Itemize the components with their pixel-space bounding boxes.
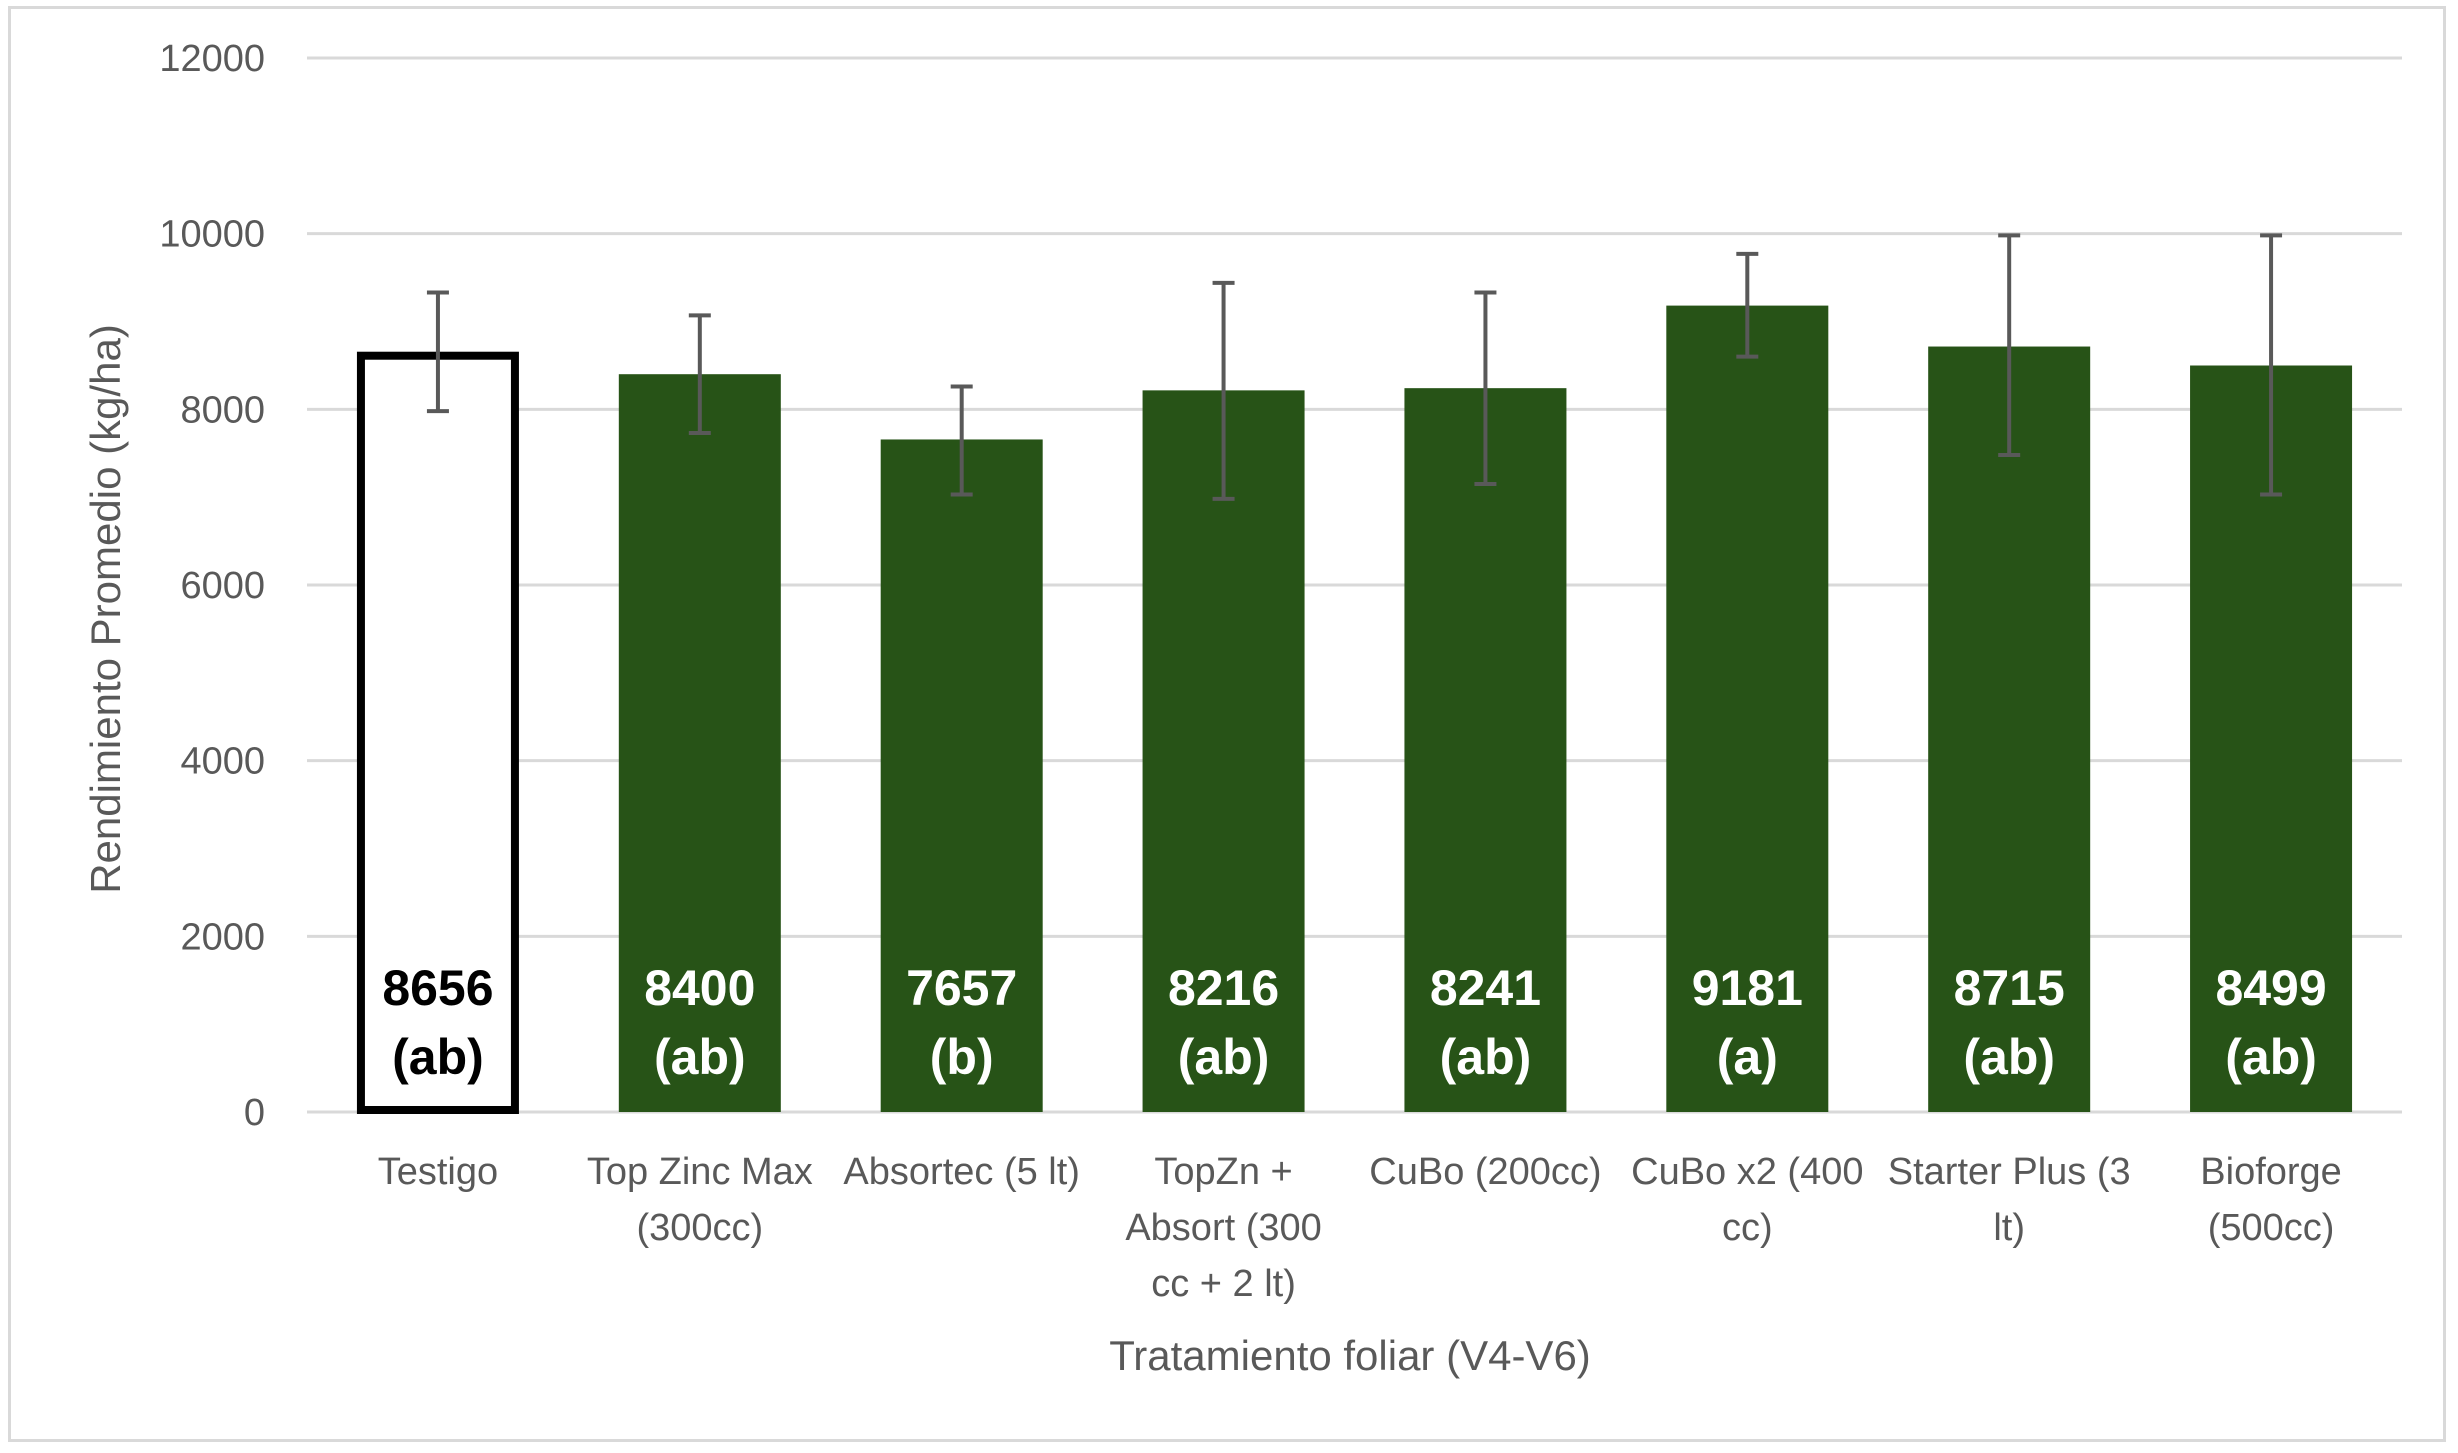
data-label-value: 8241 <box>1430 960 1541 1016</box>
data-label-group: (b) <box>930 1029 994 1085</box>
x-category-label: TopZn + <box>1154 1151 1292 1193</box>
data-labels: 8656 (ab) 8400 (ab) 7657 (b) 8216 (ab) 8241 (ab) 9… <box>382 960 2326 1085</box>
x-category-label: Starter Plus (3 <box>1888 1151 2131 1193</box>
data-label-value: 8216 <box>1168 960 1279 1016</box>
x-category-label: Testigo <box>378 1151 498 1193</box>
bar <box>1142 390 1305 1112</box>
y-axis-title: Rendimiento Promedio (kg/ha) <box>82 324 129 894</box>
y-tick-label: 0 <box>244 1092 265 1134</box>
bar <box>1404 388 1567 1112</box>
y-axis-ticks: 0 2000 4000 6000 8000 10000 12000 <box>159 38 265 1134</box>
bar <box>356 351 519 1114</box>
bar <box>618 374 781 1112</box>
x-category-label: lt) <box>1993 1207 2025 1249</box>
data-label-value: 9181 <box>1692 960 1803 1016</box>
bars <box>356 305 2353 1114</box>
y-tick-label: 2000 <box>180 916 265 958</box>
data-label-group: (ab) <box>392 1029 484 1085</box>
x-category-label: Bioforge <box>2200 1151 2342 1193</box>
x-category-label: cc + 2 lt) <box>1151 1263 1296 1305</box>
y-tick-label: 4000 <box>180 741 265 783</box>
error-bars <box>426 233 2283 501</box>
data-label-value: 8656 <box>382 960 493 1016</box>
data-label-group: (ab) <box>1178 1029 1270 1085</box>
x-category-label: (300cc) <box>636 1207 763 1249</box>
y-tick-label: 8000 <box>180 389 265 431</box>
y-tick-label: 6000 <box>180 565 265 607</box>
bar <box>1666 305 1829 1112</box>
data-label-group: (a) <box>1717 1029 1778 1085</box>
y-tick-label: 10000 <box>159 214 265 256</box>
data-label-group: (ab) <box>1440 1029 1532 1085</box>
x-category-label: cc) <box>1722 1207 1773 1249</box>
x-category-label: (500cc) <box>2208 1207 2335 1249</box>
data-label-group: (ab) <box>654 1029 746 1085</box>
x-category-label: CuBo x2 (400 <box>1631 1151 1863 1193</box>
data-label-value: 7657 <box>906 960 1017 1016</box>
bar <box>1928 346 2091 1113</box>
x-axis-categories: Testigo Top Zinc Max (300cc) Absortec (5 lt… <box>378 1151 2342 1305</box>
x-category-label: Absortec (5 lt) <box>843 1151 1080 1193</box>
data-label-group: (ab) <box>2225 1029 2317 1085</box>
x-axis-title: Tratamiento foliar (V4-V6) <box>1109 1332 1591 1379</box>
data-label-value: 8715 <box>1954 960 2065 1016</box>
data-label-value: 8499 <box>2215 960 2326 1016</box>
y-tick-label: 12000 <box>159 38 265 80</box>
x-category-label: Top Zinc Max <box>587 1151 813 1193</box>
x-category-label: Absort (300 <box>1125 1207 1321 1249</box>
data-label-value: 8400 <box>644 960 755 1016</box>
x-category-label: CuBo (200cc) <box>1369 1151 1601 1193</box>
data-label-group: (ab) <box>1963 1029 2055 1085</box>
bar <box>880 439 1043 1112</box>
